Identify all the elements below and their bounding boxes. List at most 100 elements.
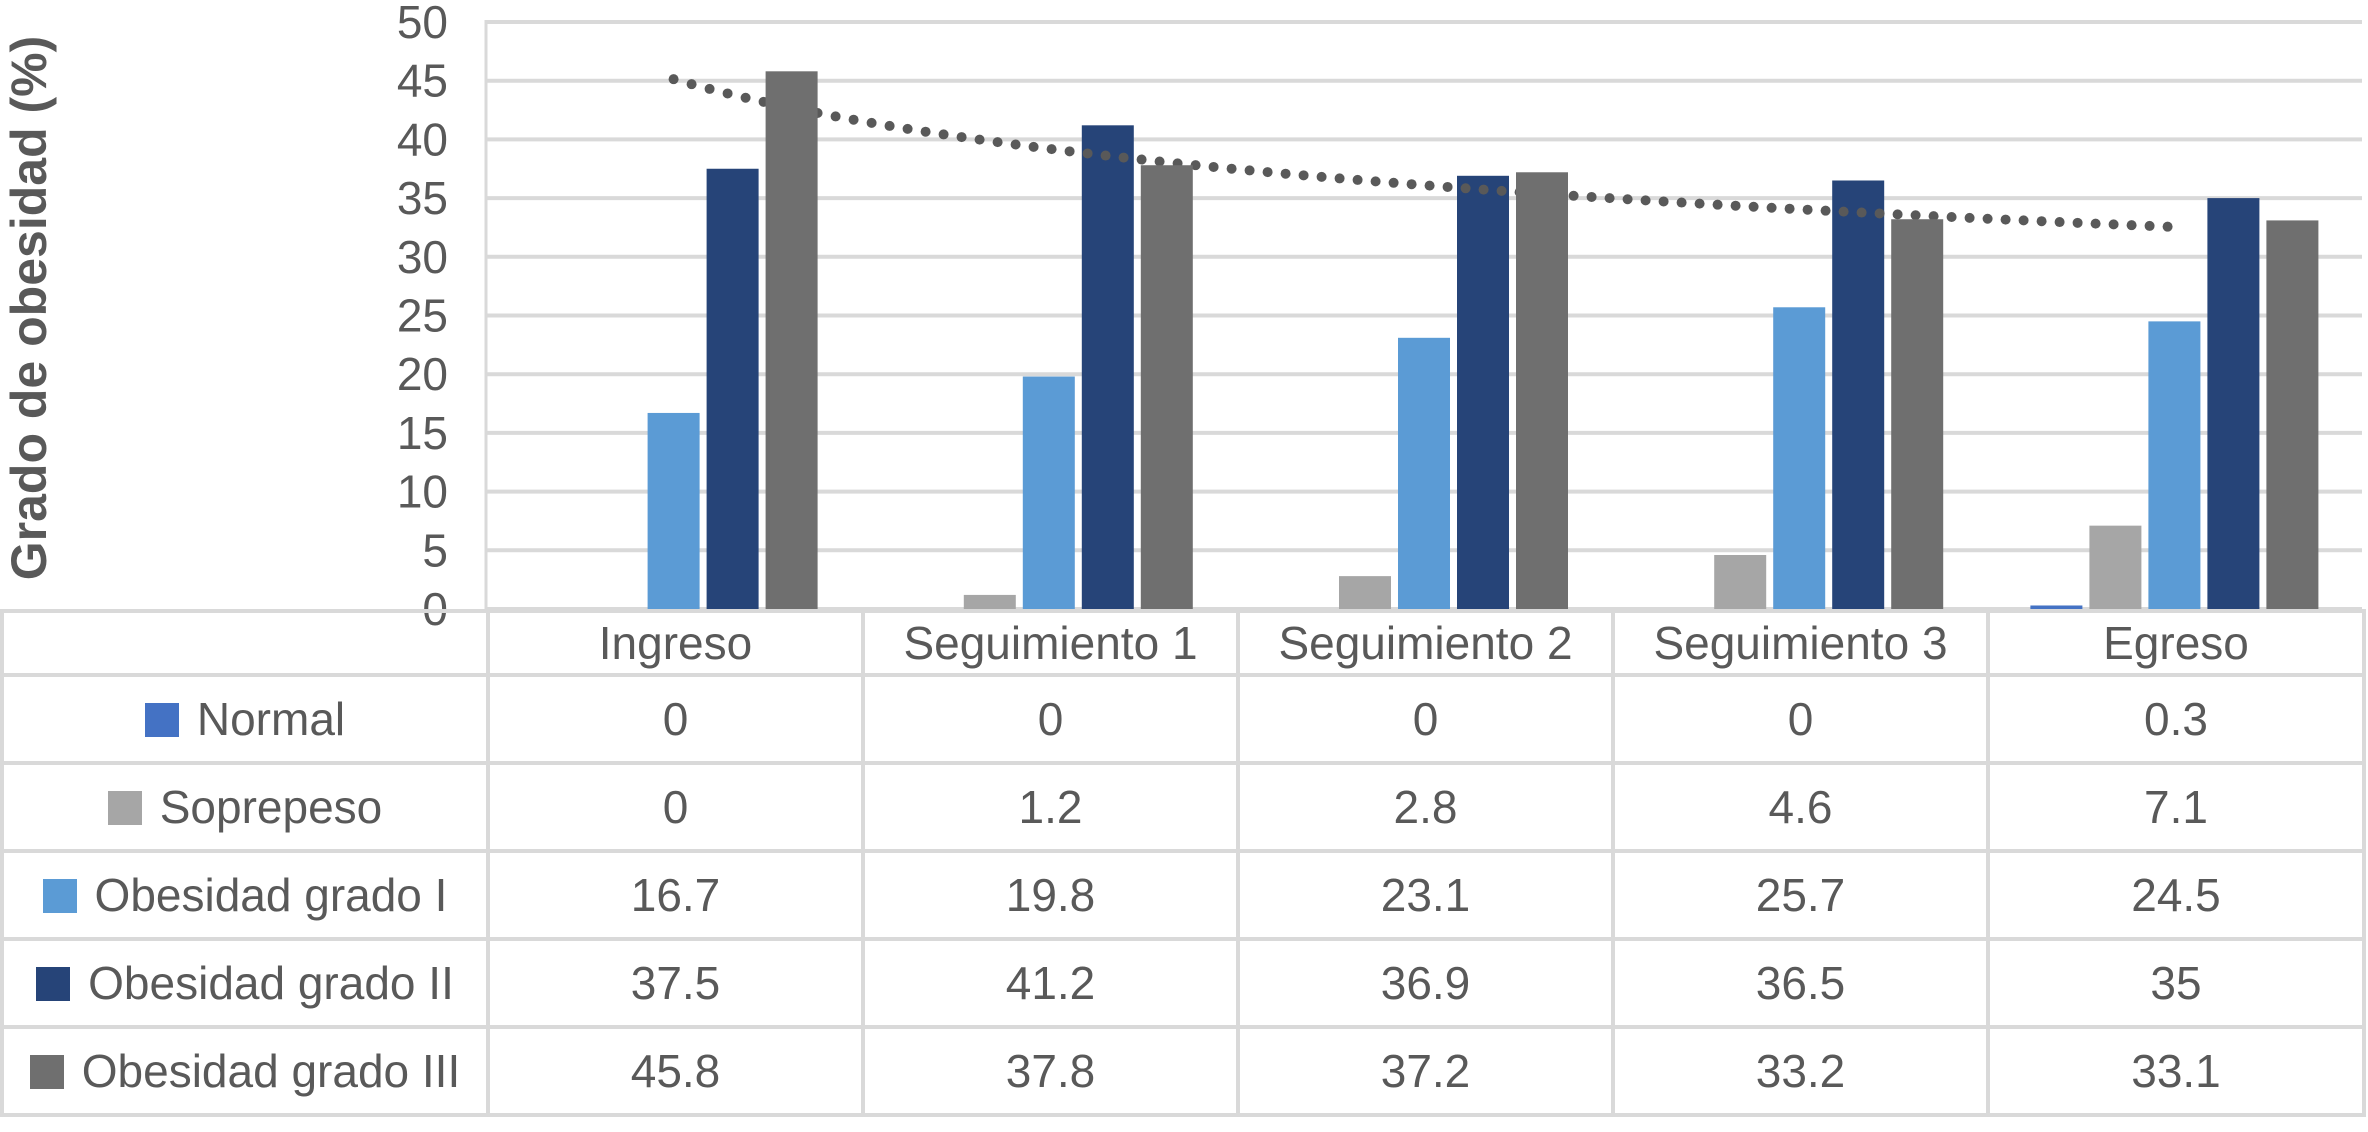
value-obesidad-grado-i-seguimiento-2: 23.1	[1236, 849, 1615, 941]
trendline-dot	[1658, 196, 1669, 207]
trendline-dot	[1280, 168, 1291, 179]
trendline-dot	[2054, 217, 2065, 228]
trendline-dot	[1100, 150, 1111, 161]
y-tick-label: 50	[397, 0, 448, 48]
trendline-dot	[1352, 174, 1363, 185]
legend-swatch-obesidad-grado-ii	[36, 967, 71, 1001]
trendline-dot	[2090, 218, 2101, 229]
table-row-normal: Normal 0 0 0 0 0.3	[0, 673, 2366, 765]
value-obesidad-grado-iii-seguimiento-2: 37.2	[1236, 1025, 1615, 1117]
trendline-dot	[1964, 212, 1975, 223]
table-corner-cell	[0, 609, 490, 677]
legend-swatch-obesidad-grado-iii	[29, 1055, 64, 1089]
value-obesidad-grado-i-seguimiento-3: 25.7	[1611, 849, 1990, 941]
bar-obesidad-grado-iii-seguimiento-1	[1140, 165, 1193, 609]
trendline-dot	[2144, 220, 2155, 231]
trendline-dot	[1784, 203, 1795, 214]
trendline-dotted	[668, 74, 2173, 232]
value-obesidad-grado-i-seguimiento-1: 19.8	[861, 849, 1240, 941]
trendline-dot	[2126, 220, 2137, 231]
trendline-dot	[1334, 173, 1345, 184]
value-obesidad-grado-iii-ingreso: 45.8	[486, 1025, 865, 1117]
trendline-dot	[830, 111, 841, 122]
trendline-dot	[1820, 205, 1831, 216]
trendline-dot	[1244, 165, 1255, 176]
trendline-dot	[866, 117, 877, 128]
y-tick-label: 15	[397, 407, 448, 459]
trendline-dot	[1370, 176, 1381, 187]
legend-cell-obesidad-grado-i: Obesidad grado I	[0, 849, 490, 941]
legend-cell-soprepeso: Soprepeso	[0, 761, 490, 853]
column-header-seguimiento-1: Seguimiento 1	[861, 609, 1240, 677]
bar-obesidad-grado-ii-ingreso	[706, 168, 759, 609]
trendline-dot	[1856, 207, 1867, 218]
trendline-dot	[1586, 191, 1597, 202]
bar-soprepeso-seguimiento-3	[1714, 554, 1767, 609]
trendline-dot	[1136, 154, 1147, 165]
bar-obesidad-grado-i-seguimiento-1	[1022, 376, 1075, 609]
column-header-seguimiento-2: Seguimiento 2	[1236, 609, 1615, 677]
trendline-dot	[1190, 160, 1201, 171]
bar-obesidad-grado-i-seguimiento-3	[1773, 307, 1826, 609]
y-tick-label: 30	[397, 231, 448, 283]
trendline-dot	[1226, 163, 1237, 174]
y-tick-label: 5	[422, 524, 448, 576]
value-obesidad-grado-ii-seguimiento-1: 41.2	[861, 937, 1240, 1029]
trendline-dot	[902, 123, 913, 134]
trendline-dot	[1028, 141, 1039, 152]
trendline-dot	[1946, 212, 1957, 223]
trendline-dot	[1064, 146, 1075, 157]
trendline-dot	[1460, 183, 1471, 194]
y-tick-label: 20	[397, 348, 448, 400]
value-soprepeso-seguimiento-1: 1.2	[861, 761, 1240, 853]
trendline-dot	[1712, 199, 1723, 210]
legend-cell-normal: Normal	[0, 673, 490, 765]
trendline-dot	[1478, 184, 1489, 195]
bar-soprepeso-seguimiento-1	[963, 594, 1016, 609]
table-row-obesidad-grado-i: Obesidad grado I 16.7 19.8 23.1 25.7 24.…	[0, 849, 2366, 941]
trendline-dot	[1766, 202, 1777, 213]
bar-soprepeso-egreso	[2089, 525, 2142, 609]
trendline-dot	[1118, 152, 1129, 163]
trendline-dot	[884, 120, 895, 131]
trendline-dot	[974, 134, 985, 145]
legend-label-obesidad-grado-iii: Obesidad grado III	[81, 1045, 461, 1097]
trendline-dot	[1928, 211, 1939, 222]
trendline-dot	[2018, 215, 2029, 226]
trendline-dot	[1892, 209, 1903, 220]
value-obesidad-grado-iii-egreso: 33.1	[1986, 1025, 2366, 1117]
trendline-dot	[2036, 216, 2047, 227]
trendline-dot	[1910, 210, 1921, 221]
value-normal-seguimiento-2: 0	[1236, 673, 1615, 765]
legend-cell-obesidad-grado-iii: Obesidad grado III	[0, 1025, 490, 1117]
table-row-obesidad-grado-ii: Obesidad grado II 37.5 41.2 36.9 36.5 35	[0, 937, 2366, 1029]
bar-obesidad-grado-iii-egreso	[2266, 220, 2319, 609]
value-soprepeso-seguimiento-3: 4.6	[1611, 761, 1990, 853]
legend-label-soprepeso: Soprepeso	[159, 781, 383, 833]
trendline-dot	[1640, 195, 1651, 206]
trendline-dot	[2162, 221, 2173, 232]
trendline-dot	[1748, 201, 1759, 212]
legend-swatch-obesidad-grado-i	[42, 879, 77, 913]
value-normal-seguimiento-1: 0	[861, 673, 1240, 765]
y-tick-label: 35	[397, 172, 448, 224]
trendline-dot	[2072, 217, 2083, 228]
trendline-dot	[1604, 193, 1615, 204]
y-axis-title: Grado de obesidad (%)	[1, 36, 57, 581]
trendline-dot	[1424, 180, 1435, 191]
value-obesidad-grado-ii-seguimiento-2: 36.9	[1236, 937, 1615, 1029]
trendline-dot	[1262, 167, 1273, 178]
legend-swatch-soprepeso	[107, 791, 142, 825]
trendline-dot	[1298, 170, 1309, 181]
table-header-row: Ingreso Seguimiento 1 Seguimiento 2 Segu…	[0, 609, 2366, 677]
trendline-dot	[1046, 144, 1057, 155]
y-tick-label: 40	[397, 113, 448, 165]
value-obesidad-grado-ii-egreso: 35	[1986, 937, 2366, 1029]
bar-soprepeso-seguimiento-2	[1339, 576, 1391, 609]
trendline-dot	[938, 129, 949, 140]
value-normal-seguimiento-3: 0	[1611, 673, 1990, 765]
bar-obesidad-grado-iii-seguimiento-2	[1516, 172, 1568, 609]
bar-normal-egreso	[2030, 605, 2083, 609]
trendline-dot	[686, 79, 697, 90]
